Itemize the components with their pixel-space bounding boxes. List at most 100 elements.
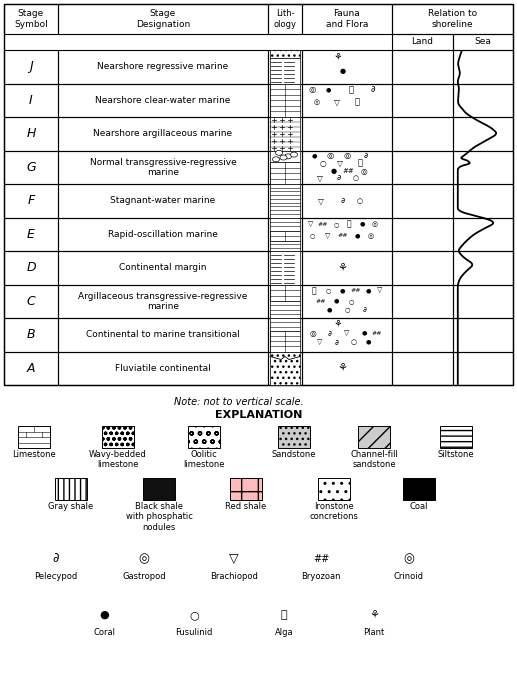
Text: Stage
Symbol: Stage Symbol [14, 9, 48, 28]
Text: ▽: ▽ [344, 330, 349, 336]
Text: ∂: ∂ [336, 174, 341, 182]
Bar [302, 117, 392, 151]
Bar [302, 4, 392, 34]
Text: ◎: ◎ [368, 233, 374, 239]
Bar [392, 184, 453, 218]
Bar [270, 151, 300, 162]
Bar [58, 184, 268, 218]
Text: H: H [26, 127, 36, 140]
Text: Pelecypod: Pelecypod [34, 572, 78, 581]
Text: ⚘: ⚘ [334, 52, 343, 62]
Bar [453, 218, 513, 251]
Text: ∂: ∂ [53, 553, 59, 565]
Text: ◎: ◎ [404, 553, 415, 565]
Text: Coal: Coal [410, 502, 428, 511]
Bar [453, 318, 513, 351]
Ellipse shape [284, 154, 292, 159]
Text: ◎: ◎ [361, 167, 368, 176]
Bar [270, 58, 300, 83]
Text: Red shale: Red shale [225, 502, 267, 511]
Bar [55, 478, 87, 500]
Bar [270, 332, 300, 351]
Text: ●: ● [361, 331, 367, 336]
Text: ○: ○ [334, 222, 340, 226]
Bar [392, 251, 453, 285]
Text: ●: ● [99, 610, 109, 620]
Text: Fusulinid: Fusulinid [175, 628, 212, 637]
Text: ○: ○ [310, 233, 315, 239]
Text: ○: ○ [351, 339, 357, 345]
Bar [268, 117, 302, 151]
Text: Ironstone
concretions: Ironstone concretions [310, 502, 358, 521]
Text: ⍉: ⍉ [349, 85, 354, 94]
Bar [302, 151, 392, 184]
Bar [453, 50, 513, 83]
Text: Channel-fill
sandstone: Channel-fill sandstone [350, 450, 398, 469]
Text: Stage
Designation: Stage Designation [136, 9, 190, 28]
Text: D: D [26, 261, 36, 274]
Bar [58, 251, 268, 285]
Text: ○: ○ [325, 288, 331, 293]
Bar [440, 426, 472, 448]
Text: ●: ● [312, 153, 317, 158]
Bar [58, 83, 268, 117]
Bar [453, 184, 513, 218]
Text: ⚘: ⚘ [338, 263, 348, 273]
Text: Nearshore argillaceous marine: Nearshore argillaceous marine [94, 129, 233, 138]
Bar [403, 478, 435, 500]
Text: Argillaceous transgressive-regressive
marine: Argillaceous transgressive-regressive ma… [78, 292, 248, 311]
Bar [188, 426, 220, 448]
Text: ∂: ∂ [364, 151, 368, 160]
Bar [270, 285, 300, 301]
Text: Crinoid: Crinoid [394, 572, 424, 581]
Text: Stagnant-water marine: Stagnant-water marine [110, 196, 216, 205]
Text: ▽: ▽ [318, 196, 324, 205]
Bar [58, 318, 268, 351]
Text: ●: ● [355, 233, 360, 239]
Text: ##: ## [343, 168, 355, 174]
Text: ⍉: ⍉ [355, 98, 360, 106]
Text: ●: ● [340, 288, 345, 293]
Bar [453, 83, 513, 117]
Text: ∂: ∂ [334, 338, 339, 346]
Bar [453, 34, 513, 50]
Bar [392, 4, 513, 34]
Bar [268, 151, 302, 184]
Text: Continental margin: Continental margin [119, 263, 207, 273]
Bar [270, 184, 300, 218]
Text: ◎: ◎ [139, 553, 149, 565]
Text: ##: ## [316, 299, 326, 304]
Text: ○: ○ [353, 175, 359, 181]
Bar [58, 50, 268, 83]
Text: ##: ## [372, 331, 383, 336]
Bar [392, 83, 453, 117]
Text: ▽: ▽ [337, 159, 343, 167]
Text: ●: ● [360, 222, 365, 226]
Text: Nearshore regressive marine: Nearshore regressive marine [97, 62, 229, 71]
Text: Lith-
ology: Lith- ology [273, 9, 297, 28]
Bar [268, 83, 302, 117]
Bar [268, 184, 302, 218]
Text: ▽: ▽ [377, 287, 383, 294]
Bar [4, 117, 58, 151]
Text: Siltstone: Siltstone [438, 450, 474, 459]
Text: I: I [29, 94, 33, 106]
Bar [302, 251, 392, 285]
Bar [270, 218, 300, 231]
Bar [58, 151, 268, 184]
Bar [270, 251, 300, 285]
Text: ⚘: ⚘ [334, 319, 343, 329]
Ellipse shape [291, 152, 297, 157]
Bar [392, 285, 453, 318]
Bar [302, 218, 392, 251]
Bar [270, 162, 300, 184]
Text: Limestone: Limestone [12, 450, 56, 459]
Text: ##: ## [317, 222, 328, 226]
Text: J: J [29, 60, 33, 73]
Bar [392, 50, 453, 83]
Text: Land: Land [412, 37, 433, 47]
Bar [268, 50, 302, 83]
Text: ●: ● [366, 288, 371, 293]
Text: EXPLANATION: EXPLANATION [215, 410, 302, 420]
Text: B: B [27, 328, 35, 341]
